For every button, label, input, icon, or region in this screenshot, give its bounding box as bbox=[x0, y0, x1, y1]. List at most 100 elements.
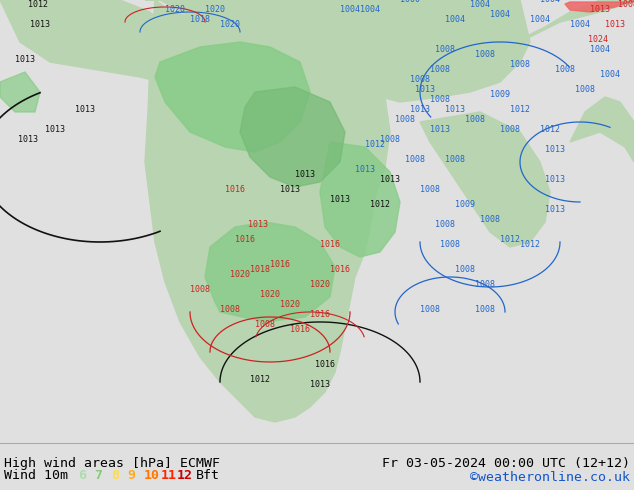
Text: 1008: 1008 bbox=[475, 305, 495, 314]
Text: 1008: 1008 bbox=[465, 115, 485, 124]
Text: 1018: 1018 bbox=[190, 15, 210, 24]
Text: 1008: 1008 bbox=[380, 135, 400, 144]
Text: Fr 03-05-2024 00:00 UTC (12+12): Fr 03-05-2024 00:00 UTC (12+12) bbox=[382, 457, 630, 470]
Text: 1004: 1004 bbox=[570, 20, 590, 29]
Text: 1020: 1020 bbox=[310, 280, 330, 289]
Text: 1004: 1004 bbox=[490, 10, 510, 19]
Text: 1004: 1004 bbox=[530, 15, 550, 24]
Text: 10: 10 bbox=[144, 469, 160, 483]
Text: 1008: 1008 bbox=[475, 280, 495, 289]
Text: 1020: 1020 bbox=[220, 20, 240, 29]
Text: 1016: 1016 bbox=[330, 265, 350, 274]
Text: 1018: 1018 bbox=[250, 265, 270, 274]
Text: 9: 9 bbox=[127, 469, 136, 483]
Text: 1012: 1012 bbox=[510, 105, 530, 114]
Text: High wind areas [hPa] ECMWF: High wind areas [hPa] ECMWF bbox=[4, 457, 220, 470]
Text: 1008: 1008 bbox=[480, 215, 500, 224]
Text: 1008: 1008 bbox=[255, 320, 275, 329]
Text: 1012: 1012 bbox=[500, 235, 520, 244]
Text: 1009: 1009 bbox=[455, 200, 475, 209]
Text: 1009: 1009 bbox=[490, 90, 510, 99]
Polygon shape bbox=[240, 87, 345, 187]
Text: 1013: 1013 bbox=[45, 125, 65, 134]
Text: 7: 7 bbox=[94, 469, 103, 483]
Text: 1013: 1013 bbox=[430, 125, 450, 134]
Text: 1004: 1004 bbox=[360, 5, 380, 14]
Polygon shape bbox=[145, 0, 530, 102]
Polygon shape bbox=[205, 222, 335, 322]
Text: 1024: 1024 bbox=[588, 35, 608, 44]
Text: 1013: 1013 bbox=[295, 170, 315, 179]
Polygon shape bbox=[155, 42, 310, 152]
Polygon shape bbox=[520, 0, 634, 42]
Polygon shape bbox=[420, 112, 550, 247]
Text: 1013: 1013 bbox=[545, 175, 565, 184]
Text: 1008: 1008 bbox=[575, 85, 595, 94]
Polygon shape bbox=[145, 0, 390, 422]
Text: 1016: 1016 bbox=[290, 325, 310, 334]
Text: 1008: 1008 bbox=[475, 50, 495, 59]
Text: 1004: 1004 bbox=[470, 0, 490, 9]
Text: 1004: 1004 bbox=[540, 0, 560, 4]
Text: 1013: 1013 bbox=[445, 105, 465, 114]
Text: 1008: 1008 bbox=[435, 45, 455, 54]
Text: 1008: 1008 bbox=[435, 220, 455, 229]
Text: 1008: 1008 bbox=[440, 240, 460, 249]
Text: 1008: 1008 bbox=[405, 155, 425, 164]
Polygon shape bbox=[320, 142, 400, 257]
Text: 1004: 1004 bbox=[600, 70, 620, 79]
Text: ©weatheronline.co.uk: ©weatheronline.co.uk bbox=[470, 471, 630, 484]
Text: 1013: 1013 bbox=[280, 185, 300, 194]
Text: Wind 10m: Wind 10m bbox=[4, 469, 68, 483]
Text: 1008: 1008 bbox=[510, 60, 530, 69]
Text: 1008: 1008 bbox=[420, 185, 440, 194]
Text: 1016: 1016 bbox=[320, 240, 340, 249]
Text: 1013: 1013 bbox=[330, 195, 350, 204]
Text: Bft: Bft bbox=[195, 469, 219, 483]
Text: 1008: 1008 bbox=[455, 265, 475, 274]
Text: 1013: 1013 bbox=[30, 20, 50, 29]
Text: 1004: 1004 bbox=[445, 15, 465, 24]
Text: 1013: 1013 bbox=[380, 175, 400, 184]
Text: 1004: 1004 bbox=[340, 5, 360, 14]
Text: 1008: 1008 bbox=[220, 305, 240, 314]
Text: 1008: 1008 bbox=[500, 125, 520, 134]
Text: 1012: 1012 bbox=[28, 0, 48, 9]
Text: 1012: 1012 bbox=[520, 240, 540, 249]
Text: 1013: 1013 bbox=[545, 205, 565, 214]
Text: 11: 11 bbox=[160, 469, 176, 483]
Text: 1013: 1013 bbox=[248, 220, 268, 229]
Text: 1013: 1013 bbox=[355, 165, 375, 174]
Text: 1008: 1008 bbox=[420, 305, 440, 314]
Text: 1013: 1013 bbox=[410, 105, 430, 114]
Text: 1016: 1016 bbox=[235, 235, 255, 244]
Text: 1008: 1008 bbox=[430, 65, 450, 74]
Text: 1008: 1008 bbox=[190, 285, 210, 294]
Text: 1004: 1004 bbox=[590, 45, 610, 54]
Text: 1016: 1016 bbox=[225, 185, 245, 194]
Text: 1013: 1013 bbox=[75, 105, 95, 114]
Text: 1008: 1008 bbox=[430, 95, 450, 104]
Text: 1016: 1016 bbox=[310, 310, 330, 319]
Text: 1000: 1000 bbox=[400, 0, 420, 4]
Text: 1020: 1020 bbox=[260, 290, 280, 299]
Text: 1008: 1008 bbox=[445, 155, 465, 164]
Text: 1008: 1008 bbox=[618, 0, 634, 9]
Text: 1020: 1020 bbox=[230, 270, 250, 279]
Text: 1013: 1013 bbox=[415, 85, 435, 94]
Text: 1012: 1012 bbox=[250, 375, 270, 384]
Polygon shape bbox=[570, 97, 634, 162]
Polygon shape bbox=[565, 0, 634, 12]
Text: 1013: 1013 bbox=[310, 380, 330, 389]
Text: 1020: 1020 bbox=[205, 5, 225, 14]
Text: 1013: 1013 bbox=[18, 135, 38, 144]
Text: 1016: 1016 bbox=[270, 260, 290, 269]
Text: 1013: 1013 bbox=[15, 55, 35, 64]
Text: 1008: 1008 bbox=[555, 65, 575, 74]
Text: 1012: 1012 bbox=[540, 125, 560, 134]
Text: 12: 12 bbox=[177, 469, 193, 483]
Text: 1020: 1020 bbox=[280, 300, 300, 309]
Text: 1013: 1013 bbox=[545, 145, 565, 154]
Text: 1013: 1013 bbox=[605, 20, 625, 29]
Text: 1020: 1020 bbox=[165, 5, 185, 14]
